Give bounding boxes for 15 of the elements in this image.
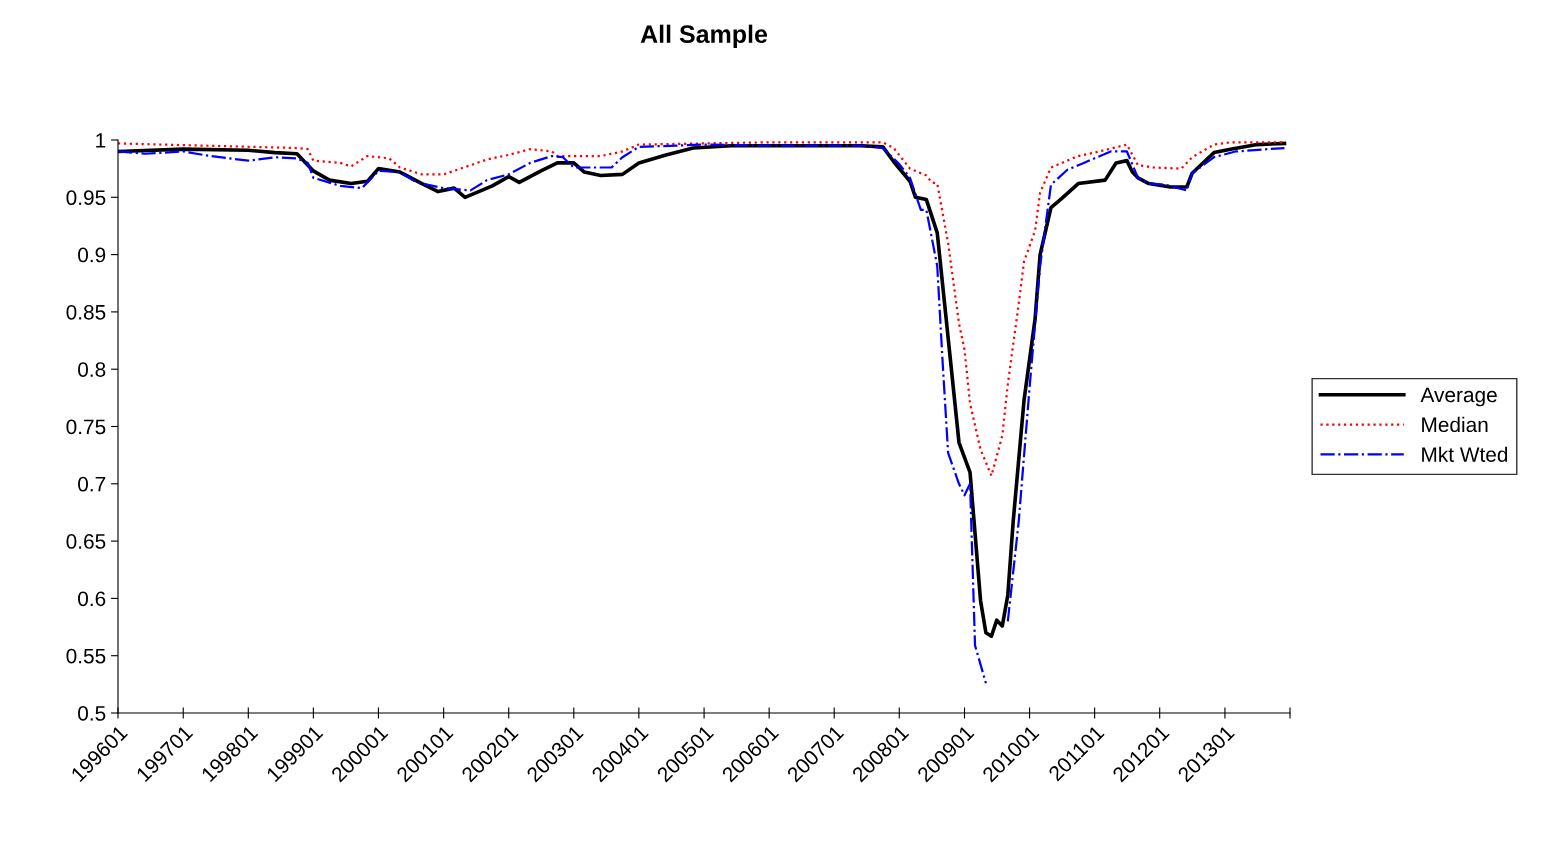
legend-label: Mkt Wted — [1422, 446, 1508, 462]
y-tick-label: 0.95 — [66, 190, 106, 206]
y-tick-label: 0.7 — [78, 476, 106, 492]
y-tick-label: 0.8 — [78, 362, 106, 377]
y-tick-label: 0.75 — [66, 419, 106, 435]
y-tick-label: 0.6 — [78, 591, 106, 607]
y-tick-label: 0.65 — [66, 534, 106, 549]
chart-title: All Sample — [640, 24, 768, 48]
legend-label: Average — [1420, 387, 1497, 407]
y-tick-label: 0.5 — [78, 706, 106, 721]
y-tick-label: 0.55 — [66, 648, 106, 664]
y-tick-label: 0.85 — [66, 304, 106, 320]
legend-label: Median — [1422, 416, 1488, 433]
y-tick-label: 0.9 — [78, 247, 106, 263]
y-tick-label: 1 — [96, 133, 106, 148]
